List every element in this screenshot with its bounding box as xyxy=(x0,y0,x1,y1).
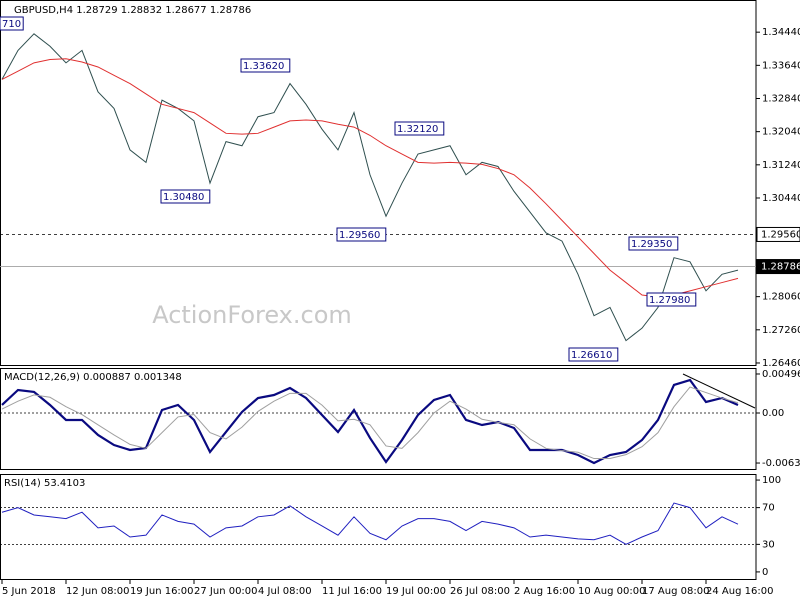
panel-frame xyxy=(0,0,757,366)
price-label-box xyxy=(756,259,800,275)
series-line xyxy=(1,378,739,465)
annotation-box xyxy=(0,16,24,31)
annotation-box xyxy=(628,236,679,251)
y-tick-label: 1.26460 xyxy=(762,358,800,369)
x-tick-label: 24 Aug 16:00 xyxy=(706,586,773,597)
series-line xyxy=(1,33,739,342)
y-tick-label: 1.31240 xyxy=(762,160,800,171)
annotation: 710 xyxy=(2,19,21,30)
annotation-box xyxy=(336,227,387,242)
y-tick-label: 1.30440 xyxy=(762,193,800,204)
watermark: ActionForex.com xyxy=(152,301,352,329)
x-tick-label: 2 Aug 16:00 xyxy=(514,586,575,597)
x-tick-label: 26 Jul 08:00 xyxy=(450,586,510,597)
annotation-box xyxy=(240,58,291,73)
annotation: 1.27980 xyxy=(649,295,690,306)
y-tick-label: 1.28060 xyxy=(762,292,800,303)
y-tick-label: 1.32840 xyxy=(762,93,800,104)
annotation: 1.33620 xyxy=(243,61,284,72)
y-tick-label: 30 xyxy=(762,539,775,550)
x-tick-label: 12 Jun 08:00 xyxy=(66,586,130,597)
x-tick-label: 4 Jul 08:00 xyxy=(258,586,312,597)
panel-title: MACD(12,26,9) 0.000887 0.001348 xyxy=(4,372,182,383)
annotation-box xyxy=(568,347,619,362)
annotation: 1.26610 xyxy=(571,350,612,361)
annotation: 1.32120 xyxy=(397,124,438,135)
annotation: 1.29350 xyxy=(631,239,672,250)
x-tick-label: 27 Jun 00:00 xyxy=(194,586,258,597)
annotation-box xyxy=(394,121,445,136)
x-tick-label: 19 Jul 00:00 xyxy=(386,586,446,597)
price-label-box xyxy=(756,226,800,242)
x-tick-label: 11 Jul 16:00 xyxy=(322,586,382,597)
y-tick-label: -0.006372 xyxy=(762,458,800,469)
y-tick-label: 0.00 xyxy=(762,408,784,419)
price-label: 1.29560 xyxy=(761,229,800,240)
y-tick-label: 0.004968 xyxy=(762,369,800,380)
x-tick-label: 17 Aug 08:00 xyxy=(642,586,709,597)
annotation: 1.30480 xyxy=(163,192,204,203)
y-tick-label: 100 xyxy=(762,475,781,486)
series-line xyxy=(1,386,739,460)
annotation-box xyxy=(160,189,211,204)
series-line xyxy=(1,58,739,298)
annotation-box xyxy=(646,292,697,307)
y-tick-label: 1.32040 xyxy=(762,127,800,138)
panel-frame xyxy=(0,474,757,580)
y-tick-label: 0 xyxy=(762,567,768,578)
y-tick-label: 1.34440 xyxy=(762,27,800,38)
panel-frame xyxy=(0,368,757,470)
panel-title: GBPUSD,H4 1.28729 1.28832 1.28677 1.2878… xyxy=(14,5,251,16)
y-tick-label: 70 xyxy=(762,503,775,514)
panel-title: RSI(14) 53.4103 xyxy=(4,478,85,489)
y-tick-label: 1.27260 xyxy=(762,325,800,336)
price-label: 1.28786 xyxy=(761,262,800,273)
trend-line xyxy=(682,373,756,409)
x-tick-label: 5 Jun 2018 xyxy=(2,586,56,597)
x-tick-label: 10 Aug 00:00 xyxy=(578,586,645,597)
annotation: 1.29560 xyxy=(339,230,380,241)
series-line xyxy=(1,502,739,545)
x-tick-label: 19 Jun 16:00 xyxy=(130,586,194,597)
y-tick-label: 1.33640 xyxy=(762,60,800,71)
